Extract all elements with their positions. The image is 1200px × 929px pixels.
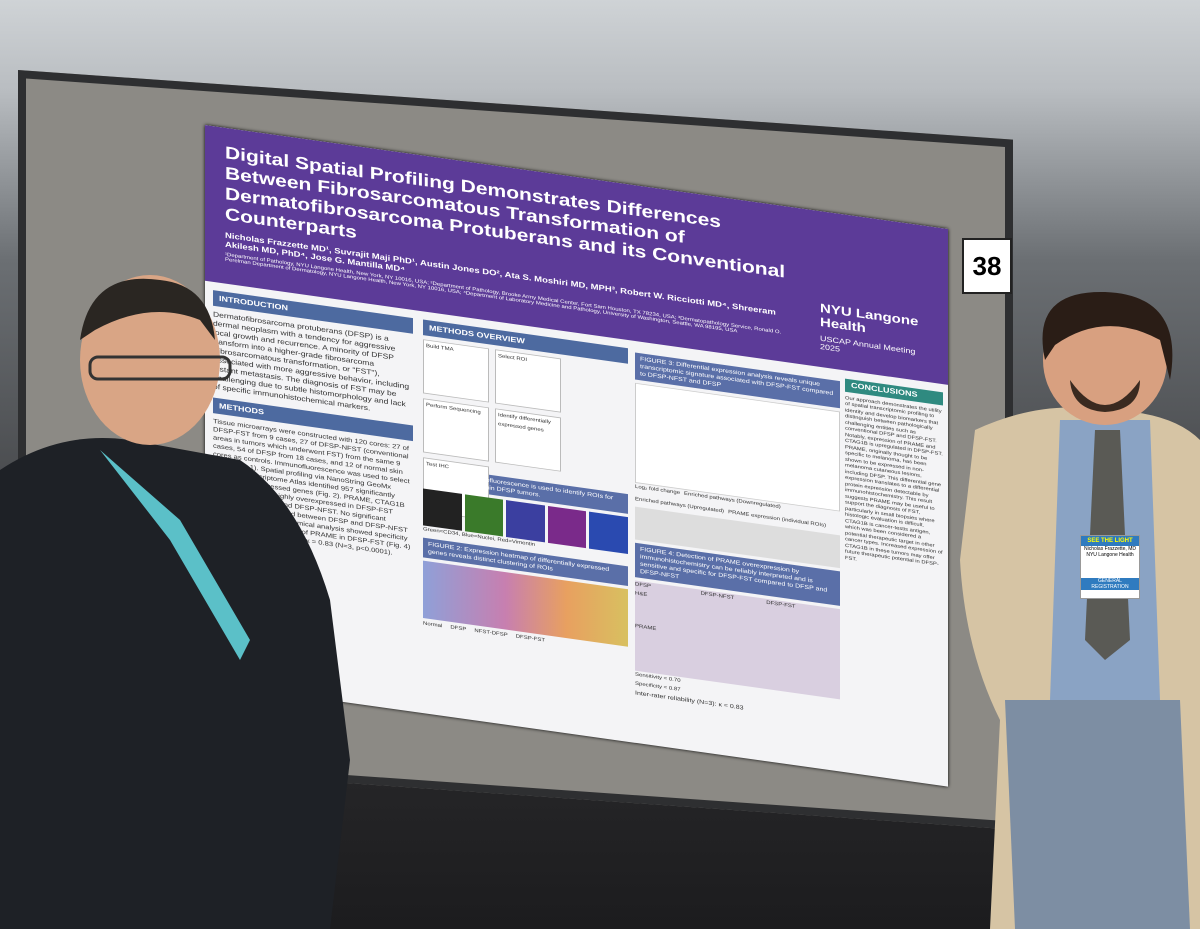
badge-name: Nicholas Frazzette, MD — [1084, 546, 1136, 552]
glasses — [88, 355, 232, 381]
left-person-jacket — [0, 438, 350, 929]
trousers — [1005, 700, 1190, 929]
badge: SEE THE LIGHT Nicholas Frazzette, MD NYU… — [1080, 535, 1140, 599]
lanyard — [100, 450, 250, 660]
badge-event: SEE THE LIGHT — [1081, 536, 1139, 546]
board-number: 38 — [962, 238, 1012, 294]
beard — [1070, 380, 1140, 412]
badge-type: GENERAL REGISTRATION — [1081, 578, 1139, 590]
hair — [80, 278, 215, 340]
badge-org: NYU Langone Health — [1086, 552, 1134, 558]
curly-hair — [1042, 291, 1173, 380]
